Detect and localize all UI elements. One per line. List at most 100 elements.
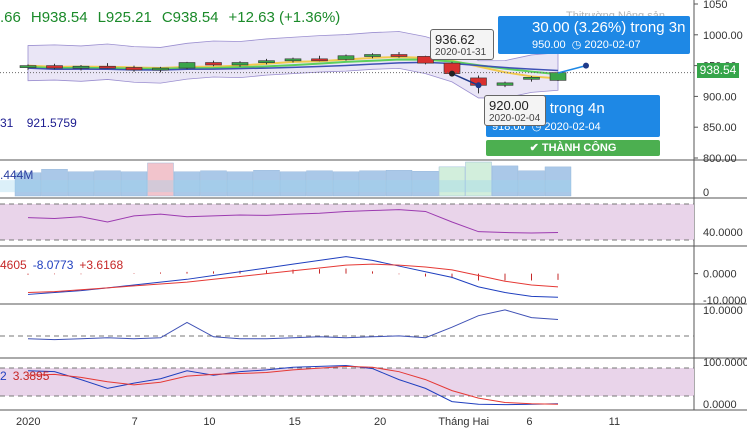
volume-bar: [306, 170, 333, 197]
x-axis-label: 2020: [16, 416, 40, 428]
volume-bar: [14, 172, 42, 197]
ohlc-readout: .66 H938.54 L925.21 C938.54 +12.63 (+1.36%): [0, 9, 350, 26]
volume-ma-band: [0, 180, 571, 193]
volume-bar: [67, 171, 95, 197]
candle-body: [19, 65, 37, 68]
success-badge: ✔ THÀNH CÔNG: [486, 140, 660, 156]
volume-bar: [279, 171, 307, 197]
low-value: L925.21: [97, 9, 152, 26]
adx-axis-label: 10.0000: [703, 305, 743, 317]
callout-top-detail: 950.00 ◷ 2020-02-07: [532, 38, 641, 51]
open-value: .66: [0, 9, 21, 26]
macd-label-c: +3.6168: [79, 258, 124, 272]
macd-label-a: 4605: [0, 258, 27, 272]
change-value: +12.63 (+1.36%): [228, 9, 341, 26]
candle-body: [258, 60, 275, 63]
candle-body: [99, 65, 116, 69]
volume-bar: [491, 165, 519, 197]
volume-bar: [147, 162, 174, 197]
callout-top-date: 2020-02-07: [584, 39, 641, 51]
success-label: THÀNH CÔNG: [541, 142, 617, 154]
rsi-band: [0, 204, 694, 240]
forecast-point-low: [475, 82, 482, 89]
candle-body: [152, 67, 169, 71]
x-axis-label: 20: [374, 416, 386, 428]
macd-axis-low: -10.0000: [703, 295, 746, 307]
stoch-labels: 2 3.3895: [0, 369, 49, 383]
volume-bar: [359, 170, 386, 197]
candle-body: [72, 65, 90, 69]
x-axis-label: 15: [289, 416, 301, 428]
forecast-callout-top[interactable]: 30.00 (3.26%) trong 3n 950.00 ◷ 2020-02-0…: [498, 16, 690, 54]
volume-bar: [173, 171, 201, 197]
candle-body: [311, 58, 328, 62]
stoch-d-line: [27, 365, 559, 405]
x-axis-label: 7: [132, 416, 138, 428]
volume-bar: [41, 169, 68, 197]
candle-body: [496, 82, 514, 86]
volume-bar: [253, 170, 280, 197]
volume-bar: [544, 166, 572, 197]
forecast-arrow-down: [451, 72, 479, 86]
candle-body: [205, 62, 222, 66]
volume-bar: [226, 171, 254, 197]
x-axis-label: 6: [526, 416, 532, 428]
candle-body: [125, 67, 143, 71]
clock-icon: ◷: [531, 121, 542, 133]
x-axis-label: 10: [203, 416, 215, 428]
stoch-label-a: 2: [0, 369, 7, 383]
candle-body: [337, 55, 355, 60]
ma-left-value: 31: [0, 116, 14, 130]
candle-body: [284, 58, 302, 62]
tooltip-high-date: 2020-01-31: [435, 47, 487, 58]
rsi-axis-label: 40.0000: [703, 227, 743, 239]
macd-label-b: -8.0773: [32, 258, 74, 272]
candle-body: [231, 62, 249, 66]
volume-bar: [94, 170, 121, 197]
candle-body: [523, 77, 540, 80]
callout-top-value: 950.00: [532, 39, 566, 51]
marker-high: [449, 70, 455, 77]
volume-bar: [438, 166, 466, 197]
volume-bar: [120, 171, 148, 197]
macd-axis-zero: 0.0000: [703, 269, 737, 281]
volume-bar: [412, 171, 439, 197]
ma-line-blue: [27, 61, 559, 72]
stoch-axis-high: 100.0000: [703, 357, 747, 369]
candle-body: [178, 62, 196, 69]
signal-line: [27, 263, 559, 294]
close-value: C938.54: [161, 9, 219, 26]
stoch-k-line: [27, 365, 559, 406]
forecast-arrow-up: [557, 64, 587, 74]
tooltip-low: 920.00 2020-02-04: [484, 95, 546, 126]
ma-right-value: 921.5759: [26, 116, 77, 130]
price-tick-label: 800.00: [703, 153, 737, 165]
adx-line: [27, 309, 559, 341]
candle-body: [46, 65, 63, 69]
volume-bar: [332, 171, 360, 197]
candle-body: [390, 54, 408, 57]
candle-body: [364, 54, 381, 57]
clock-icon: ◷: [571, 39, 582, 51]
stoch-band: [0, 368, 694, 396]
volume-bar: [465, 161, 492, 197]
forecast-point-high: [583, 62, 589, 69]
volume-label: .444M: [0, 168, 34, 182]
volume-axis-label: 0: [703, 187, 709, 199]
price-tick-label: 1050: [703, 0, 727, 11]
ma-line-green: [27, 58, 559, 76]
tooltip-high-price: 936.62: [435, 32, 475, 47]
ma-label: 31 921.5759: [0, 116, 77, 130]
callout-bottom-date: 2020-02-04: [544, 121, 601, 133]
stoch-axis-low: 0.0000: [703, 399, 737, 411]
volume-bar: [518, 170, 545, 197]
x-axis-label: 11: [609, 416, 620, 428]
rsi-line: [27, 209, 559, 234]
last-price-tag: 938.54: [697, 63, 739, 78]
tooltip-low-price: 920.00: [489, 98, 529, 113]
macd-labels: 4605 -8.0773 +3.6168: [0, 258, 123, 272]
price-tick-label: 1000.00: [703, 30, 743, 42]
tooltip-low-date: 2020-02-04: [489, 113, 541, 124]
volume-bar: [385, 170, 413, 197]
